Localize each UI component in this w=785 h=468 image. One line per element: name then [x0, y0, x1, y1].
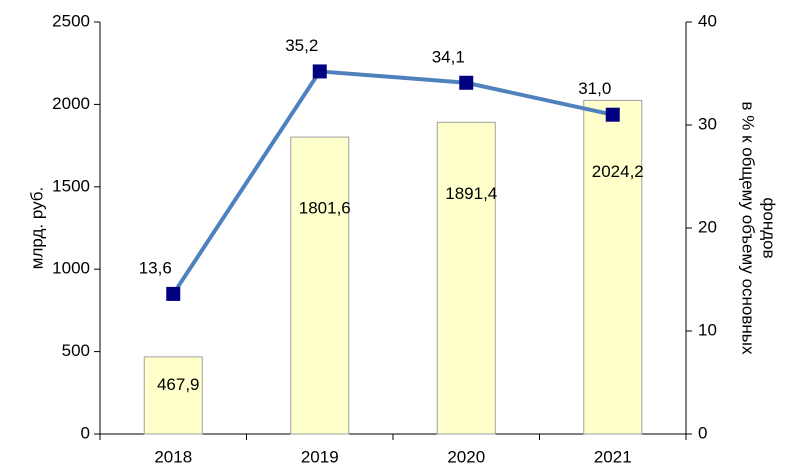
line-marker [312, 64, 327, 79]
x-tick-label: 2018 [154, 447, 192, 466]
bar [436, 121, 496, 435]
y2-tick-label: 10 [698, 320, 717, 339]
x-tick-label: 2021 [594, 447, 632, 466]
bar-value-label: 2024,2 [592, 162, 644, 181]
line [171, 69, 614, 296]
bar [143, 356, 203, 435]
y-tick-label: 1000 [52, 259, 90, 278]
line-value-label: 31,0 [578, 79, 611, 98]
y2-tick-label: 40 [698, 11, 717, 30]
line-value-label: 13,6 [139, 258, 172, 277]
y2-tick-label: 0 [698, 423, 707, 442]
y-tick-label: 2500 [52, 11, 90, 30]
line-value-label: 35,2 [285, 36, 318, 55]
x-tick-label: 2019 [301, 447, 339, 466]
bar-value-label: 1891,4 [445, 184, 497, 203]
line-marker [605, 107, 620, 122]
y-axis-label: млрд. руб. [27, 187, 46, 269]
y2-tick-label: 20 [698, 217, 717, 236]
y2-axis-label: в % к общему объему основных [739, 101, 758, 355]
y2-axis-label: фондов [760, 197, 779, 258]
bar-value-label: 1801,6 [299, 199, 351, 218]
bar-value-label: 467,9 [157, 375, 200, 394]
line-marker [459, 75, 474, 90]
y-tick-label: 0 [81, 423, 90, 442]
y-tick-label: 2000 [52, 94, 90, 113]
x-tick-label: 2020 [447, 447, 485, 466]
line-marker [166, 286, 181, 301]
line-value-label: 34,1 [432, 47, 465, 66]
y2-tick-label: 30 [698, 114, 717, 133]
y-tick-label: 500 [62, 341, 90, 360]
y-tick-label: 1500 [52, 176, 90, 195]
bar [583, 99, 643, 435]
bar [290, 136, 350, 435]
